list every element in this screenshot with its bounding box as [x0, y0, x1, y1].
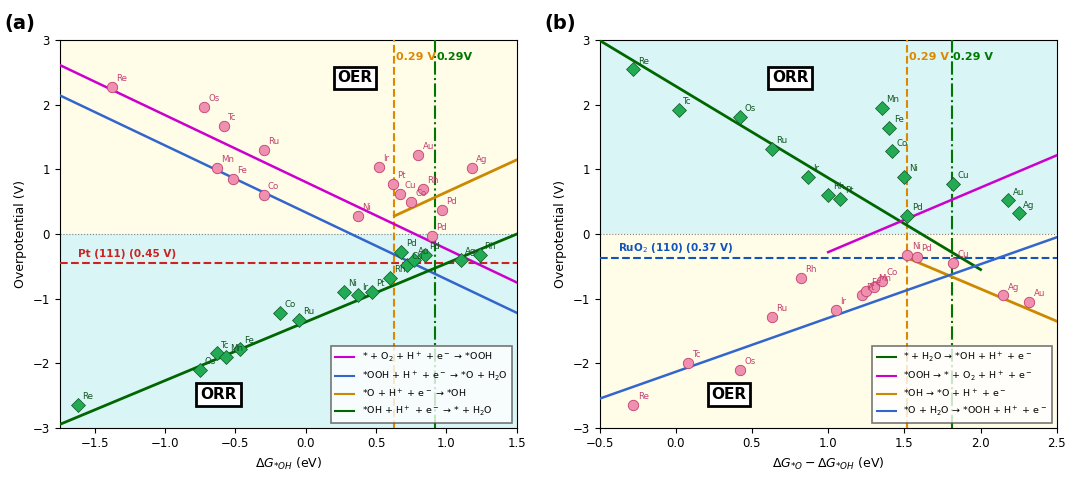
X-axis label: $\Delta G_{*O} - \Delta G_{*OH}$ (eV): $\Delta G_{*O} - \Delta G_{*OH}$ (eV) [772, 456, 885, 472]
Text: Fe: Fe [894, 115, 904, 123]
Text: Co: Co [268, 182, 279, 191]
Text: 0.29 V: 0.29 V [954, 52, 994, 62]
Bar [599, 234, 1057, 428]
Text: Au: Au [1034, 289, 1045, 298]
Text: Ni: Ni [912, 242, 921, 251]
Text: Re: Re [637, 56, 649, 66]
Text: Tc: Tc [228, 113, 237, 122]
Text: Cu: Cu [958, 250, 969, 259]
Text: Pt: Pt [866, 282, 875, 292]
Text: Re: Re [637, 392, 649, 401]
Text: Pd: Pd [446, 197, 457, 206]
Text: Ni: Ni [909, 164, 918, 174]
Text: Mn: Mn [886, 95, 899, 104]
Text: Mn: Mn [878, 274, 891, 283]
Text: Cu: Cu [404, 181, 416, 190]
Text: Co: Co [896, 139, 908, 148]
Text: Rh: Rh [427, 176, 438, 185]
Text: Rh: Rh [394, 265, 406, 274]
Text: Re: Re [82, 392, 93, 401]
Text: Mn: Mn [230, 344, 243, 353]
Text: Ir: Ir [813, 164, 819, 174]
Text: Tc: Tc [221, 341, 230, 349]
Text: ORR: ORR [772, 70, 808, 86]
Text: Os: Os [744, 104, 756, 113]
Bar [599, 40, 1057, 234]
Text: 0.29V: 0.29V [436, 52, 473, 62]
Text: Pt: Pt [845, 186, 853, 195]
Text: Ni: Ni [362, 203, 370, 212]
Text: Ru: Ru [268, 137, 279, 146]
Text: Os: Os [204, 357, 216, 366]
Bar [59, 234, 517, 428]
Bar [59, 40, 517, 234]
Text: Rh: Rh [833, 182, 845, 191]
Text: Ir: Ir [840, 297, 847, 306]
Text: Rh: Rh [485, 243, 496, 251]
Text: (a): (a) [4, 14, 36, 33]
Text: (b): (b) [544, 14, 577, 33]
Text: RuO$_2$ (110) (0.37 V): RuO$_2$ (110) (0.37 V) [618, 242, 733, 256]
Text: Au: Au [422, 142, 434, 152]
Text: Pd: Pd [436, 223, 447, 232]
Text: Mn: Mn [221, 156, 234, 164]
Text: Fe: Fe [237, 166, 246, 174]
Text: Rh: Rh [806, 265, 816, 274]
Text: Ru: Ru [777, 304, 787, 313]
Text: Pt: Pt [376, 279, 384, 288]
Text: Ru: Ru [303, 307, 314, 316]
Legend: * + O$_2$ + H$^+$ + e$^-$ → *OOH, *OOH + H$^+$ + e$^-$ → *O + H$_2$O, *O + H$^+$: * + O$_2$ + H$^+$ + e$^-$ → *OOH, *OOH +… [330, 346, 512, 423]
Text: Ni: Ni [348, 279, 356, 288]
Legend: * + H$_2$O → *OH + H$^+$ + e$^-$, *OOH → * + O$_2$ + H$^+$ + e$^-$, *OH → *O + H: * + H$_2$O → *OH + H$^+$ + e$^-$, *OOH →… [873, 346, 1052, 423]
Y-axis label: Overpotential (V): Overpotential (V) [14, 180, 27, 288]
Text: Tc: Tc [684, 97, 692, 106]
Text: Au: Au [1013, 188, 1024, 197]
Text: Ag: Ag [1008, 282, 1020, 292]
Text: Pd: Pd [406, 239, 416, 248]
Text: Ag: Ag [476, 156, 487, 164]
Text: Pd: Pd [921, 244, 932, 253]
Text: 0.29 V: 0.29 V [395, 52, 436, 62]
Text: Ag: Ag [464, 247, 476, 256]
Text: Pd: Pd [430, 243, 441, 251]
Text: Os: Os [208, 94, 220, 103]
X-axis label: $\Delta G_{*OH}$ (eV): $\Delta G_{*OH}$ (eV) [255, 456, 322, 472]
Text: Cu: Cu [958, 171, 969, 180]
Text: Fe: Fe [244, 336, 254, 345]
Text: Co: Co [285, 300, 296, 309]
Text: Au: Au [418, 247, 430, 256]
Text: ORR: ORR [200, 387, 237, 402]
Text: Re: Re [116, 74, 126, 83]
Text: Ir: Ir [383, 154, 389, 163]
Text: Pd: Pd [912, 203, 922, 212]
Y-axis label: Overpotential (V): Overpotential (V) [554, 180, 567, 288]
Text: Co: Co [886, 268, 897, 277]
Text: Co: Co [416, 189, 427, 198]
Text: Ru: Ru [777, 136, 787, 145]
Text: OER: OER [712, 387, 746, 402]
Text: Pt: Pt [397, 171, 406, 180]
Text: Os: Os [744, 357, 756, 366]
Text: Cu: Cu [411, 252, 422, 261]
Text: Pt (111) (0.45 V): Pt (111) (0.45 V) [78, 249, 176, 259]
Text: Tc: Tc [692, 350, 701, 359]
Text: Fe: Fe [870, 278, 880, 287]
Text: Ag: Ag [1023, 201, 1035, 209]
Text: 0.29 V: 0.29 V [909, 52, 949, 62]
Text: Ir: Ir [362, 282, 368, 292]
Text: OER: OER [337, 70, 373, 86]
